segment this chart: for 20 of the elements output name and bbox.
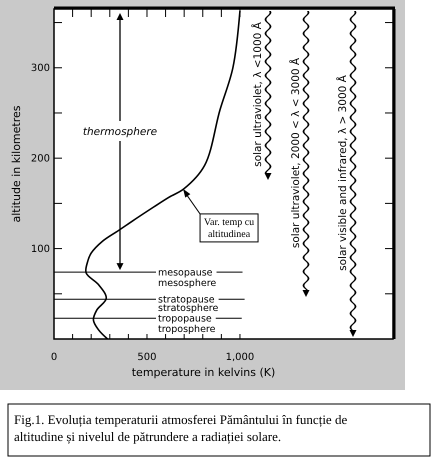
x-tick-label: 0 bbox=[50, 352, 58, 364]
ref-line-label: mesopause bbox=[158, 268, 213, 279]
x-axis-title: temperature in kelvins (K) bbox=[132, 366, 276, 379]
ref-line-label: tropopause bbox=[158, 314, 212, 325]
caption: Fig.1. Evoluția temperaturii atmosferei Pământului în funcție de altitudine și nivelul de pătrundere a radiației solare. bbox=[14, 412, 348, 444]
ref-line-label: stratopause bbox=[158, 294, 215, 306]
annotation: solar ultraviolet, 2000 < λ < 3000 Å bbox=[289, 57, 302, 248]
annotation: solar visible and infrared, λ > 3000 Å bbox=[336, 74, 349, 271]
y-tick-label: 100 bbox=[30, 244, 50, 255]
annotation: Var. temp cu altitudinea bbox=[204, 216, 254, 240]
y-tick-label: 300 bbox=[30, 62, 50, 74]
annotation: solar ultraviolet, λ <1000 Å bbox=[251, 21, 264, 167]
y-tick-label: 200 bbox=[30, 153, 50, 164]
x-tick-label: 1,000 bbox=[226, 352, 254, 364]
x-tick-label: 500 bbox=[137, 352, 157, 364]
annotation: thermosphere bbox=[82, 126, 158, 138]
annotation: troposphere bbox=[158, 324, 216, 335]
y-axis-title: altitude in kilometres bbox=[10, 105, 23, 223]
annotation: stratosphere bbox=[158, 303, 218, 314]
annotation: mesosphere bbox=[158, 278, 216, 289]
